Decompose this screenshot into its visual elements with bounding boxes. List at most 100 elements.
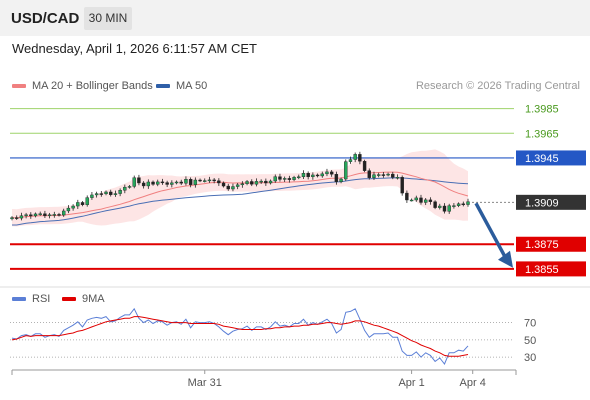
candle-body <box>419 197 423 203</box>
price-label-1.3855: 1.3855 <box>525 264 559 276</box>
candle-body <box>428 199 433 202</box>
candle-body <box>99 193 104 195</box>
candle-body <box>57 214 61 216</box>
legend-ma50-label: MA 50 <box>176 80 208 92</box>
candle-body <box>212 179 216 182</box>
timeframe-button[interactable]: 30 MIN <box>84 7 132 30</box>
rsi-ma-line <box>11 316 469 357</box>
rsi-level-label-30: 30 <box>524 352 536 364</box>
ma9-swatch <box>62 297 76 301</box>
candle-body <box>372 174 376 178</box>
price-tag-1.3855 <box>516 261 586 277</box>
x-label-apr-1: Apr 1 <box>398 377 424 389</box>
candle-body <box>381 174 386 176</box>
candle-body <box>287 178 292 180</box>
ma20-swatch <box>12 84 26 88</box>
candle-body <box>292 177 296 180</box>
candle-body <box>452 205 456 207</box>
candle-body <box>358 154 362 162</box>
price-label-1.3965: 1.3965 <box>525 128 559 140</box>
candle-body <box>414 197 418 201</box>
candle-body <box>306 173 310 178</box>
candle-body <box>118 190 122 194</box>
candle-body <box>231 186 235 190</box>
candle-body <box>19 215 24 219</box>
candle-body <box>395 177 400 179</box>
candle-body <box>325 171 329 175</box>
candle-body <box>52 214 57 216</box>
candle-body <box>146 181 151 187</box>
price-label-1.3945: 1.3945 <box>525 153 559 165</box>
candle-body <box>423 199 428 203</box>
ma50-line <box>12 177 469 226</box>
candle-body <box>184 179 188 184</box>
candle-body <box>353 154 357 160</box>
candle-body <box>405 192 409 201</box>
candle-body <box>315 174 320 177</box>
candle-body <box>29 214 33 217</box>
candle-body <box>254 181 259 185</box>
x-label-apr-4: Apr 4 <box>460 377 486 389</box>
candle-body <box>273 176 277 182</box>
candle-body <box>235 184 240 187</box>
candle-body <box>33 213 38 217</box>
candle-body <box>170 182 174 185</box>
candle-body <box>386 173 390 176</box>
candle-body <box>127 186 132 188</box>
candle-body <box>240 183 245 186</box>
candle-body <box>104 191 108 195</box>
candle-body <box>193 179 198 185</box>
research-credit: Research © 2026 Trading Central <box>415 80 580 92</box>
candle-body <box>376 174 381 176</box>
candle-body <box>85 197 89 205</box>
candle-body <box>391 173 395 178</box>
candle-body <box>160 181 165 184</box>
candle-body <box>10 217 14 220</box>
candle-body <box>250 181 254 185</box>
candle-body <box>268 180 273 184</box>
legend-rsi: RSI <box>12 293 50 305</box>
legend-9ma-label: 9MA <box>82 293 105 305</box>
candle-body <box>66 207 71 212</box>
candle-body <box>76 202 80 207</box>
rsi-level-label-70: 70 <box>524 318 536 330</box>
candle-body <box>94 193 99 196</box>
legend-ma50: MA 50 <box>156 80 207 92</box>
datetime-label: Wednesday, April 1, 2026 6:11:57 AM CET <box>12 41 257 56</box>
candle-body <box>433 201 437 208</box>
symbol-title: USD/CAD <box>11 10 80 27</box>
candle-body <box>344 161 348 180</box>
candle-body <box>38 213 42 215</box>
price-tag-1.3945 <box>516 150 586 166</box>
candle-body <box>442 205 447 212</box>
candle-body <box>226 185 230 190</box>
candle-body <box>264 180 268 184</box>
candle-body <box>245 181 249 184</box>
legend-rsi-label: RSI <box>32 293 51 305</box>
candle-body <box>137 177 141 184</box>
candle-body <box>207 179 212 182</box>
candle-body <box>15 217 19 219</box>
candle-body <box>334 174 339 182</box>
x-label-mar-31: Mar 31 <box>188 377 222 389</box>
price-tag-1.3875 <box>516 236 586 252</box>
forecast-arrow <box>474 202 507 258</box>
candle-body <box>339 178 343 182</box>
candle-body <box>217 180 221 184</box>
bollinger-band <box>12 149 468 227</box>
candle-body <box>461 203 465 206</box>
candle-body <box>297 176 301 179</box>
candle-body <box>62 210 66 216</box>
candle-body <box>367 170 371 178</box>
rsi-line <box>11 307 469 365</box>
candle-body <box>151 181 155 185</box>
price-label-1.3875: 1.3875 <box>525 239 559 251</box>
candle-body <box>282 178 287 180</box>
candle-body <box>113 193 118 195</box>
candle-body <box>132 177 136 187</box>
candle-body <box>311 174 315 178</box>
candle-body <box>165 182 169 185</box>
forecast-arrow-head <box>498 250 513 268</box>
candle-body <box>409 199 414 202</box>
candle-body <box>278 176 282 180</box>
